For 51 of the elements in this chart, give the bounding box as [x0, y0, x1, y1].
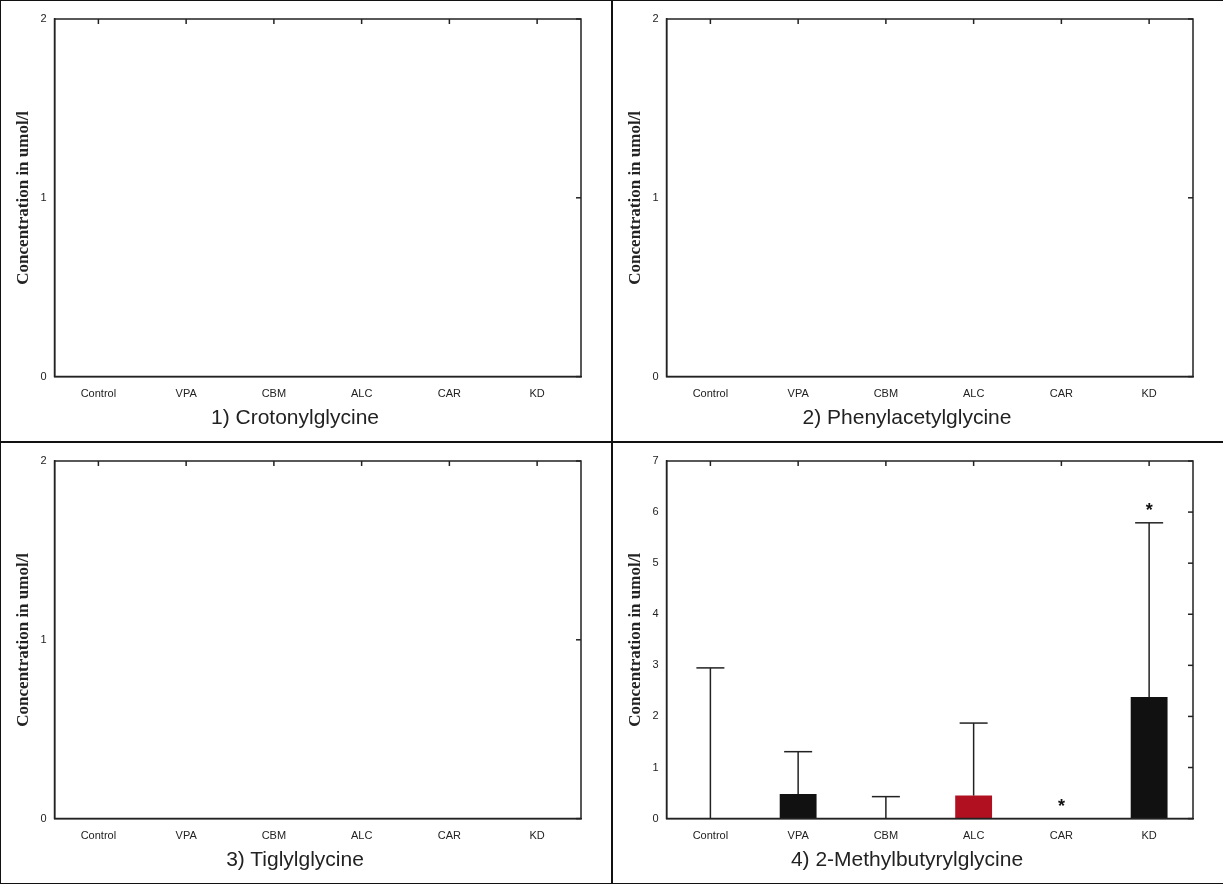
y-tick-label: 6	[652, 505, 659, 518]
x-tick-label: ALC	[350, 829, 373, 842]
x-tick-label: CBM	[261, 829, 287, 842]
y-tick-label: 0	[652, 369, 659, 382]
x-tick-label: KD	[1141, 829, 1157, 842]
x-tick-label: CAR	[1049, 829, 1074, 842]
y-tick-label: 2	[652, 12, 659, 25]
x-tick-label: KD	[529, 387, 545, 400]
y-tick-label: 5	[652, 556, 659, 569]
text: 3) Tiglylglycine	[226, 847, 364, 871]
y-tick-label: 0	[40, 369, 47, 382]
y-tick-label: 0	[652, 811, 659, 824]
x-tick-label: ALC	[962, 387, 985, 400]
text: 4) 2-Methylbutyrylglycine	[790, 847, 1024, 871]
x-tick-label: CAR	[437, 829, 462, 842]
x-tick-label: Control	[80, 829, 117, 842]
x-tick-label: VPA	[175, 387, 198, 400]
y-tick-label: 7	[652, 454, 659, 467]
y-tick-label: 1	[40, 632, 47, 645]
x-tick-label: VPA	[175, 829, 198, 842]
y-axis-title: Concentration in umol/l	[12, 110, 32, 285]
x-tick-label: CAR	[1049, 387, 1074, 400]
x-tick-label: VPA	[787, 387, 810, 400]
y-axis-title: Concentration in umol/l	[624, 552, 644, 727]
y-tick-label: 2	[40, 454, 47, 467]
x-tick-label: ALC	[962, 829, 985, 842]
x-tick-label: Control	[692, 829, 729, 842]
y-tick-label: 1	[40, 190, 47, 203]
x-tick-label: VPA	[787, 829, 810, 842]
y-tick-label: 0	[40, 811, 47, 824]
text: 2) Phenylacetylglycine	[802, 405, 1012, 429]
y-tick-label: 1	[652, 190, 659, 203]
x-tick-label: CBM	[873, 387, 899, 400]
text: 1) Crotonylglycine	[210, 405, 380, 429]
y-tick-label: 2	[652, 709, 659, 722]
x-tick-label: KD	[1141, 387, 1157, 400]
x-tick-label: ALC	[350, 387, 373, 400]
y-tick-label: 2	[40, 12, 47, 25]
annotation: *	[1145, 499, 1153, 520]
x-tick-label: CBM	[261, 387, 287, 400]
y-tick-label: 1	[652, 760, 659, 773]
y-axis-title: Concentration in umol/l	[624, 110, 644, 285]
annotation: *	[1057, 795, 1065, 816]
x-tick-label: CBM	[873, 829, 899, 842]
x-tick-label: Control	[80, 387, 117, 400]
x-tick-label: KD	[529, 829, 545, 842]
x-tick-label: Control	[692, 387, 729, 400]
y-tick-label: 4	[652, 607, 659, 620]
x-tick-label: CAR	[437, 387, 462, 400]
y-tick-label: 3	[652, 658, 659, 671]
y-axis-title: Concentration in umol/l	[12, 552, 32, 727]
